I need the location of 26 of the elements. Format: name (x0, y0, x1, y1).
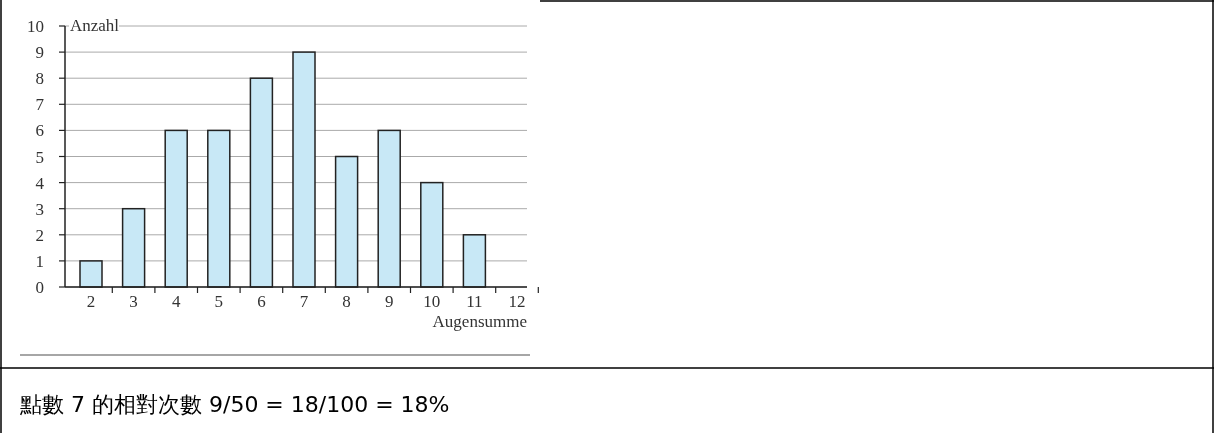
x-tick-label: 11 (466, 292, 483, 311)
text: 點數 7 的相對次數 9/50 = 18/100 = 18% (19, 392, 450, 417)
x-tick-label: 2 (86, 292, 96, 311)
x-tick-label: 9 (384, 292, 394, 311)
y-tick-label: 10 (27, 17, 44, 36)
y-tick-label: 6 (35, 121, 44, 141)
y-tick-label: 1 (35, 251, 44, 271)
x-tick-label: 12 (508, 292, 526, 311)
y-tick-label: 5 (35, 147, 44, 167)
y-tick-label: 8 (35, 69, 44, 89)
y-tick-label: 7 (35, 95, 45, 115)
x-tick-label: 8 (342, 292, 351, 311)
x-tick-label: 4 (171, 292, 181, 311)
y-axis-title: Anzahl (70, 16, 120, 35)
x-tick-label: 10 (423, 292, 441, 311)
plot: 0 12 3 4 5 6 7 8 9 10 2 3 4 5 6 7 8 9 10 11 12 Anzahl Augensumme (27, 16, 539, 331)
y-tick-label: 2 (35, 225, 44, 245)
x-tick-label: 7 (299, 292, 309, 311)
y-tick-label: 3 (35, 199, 44, 219)
x-tick-label: 5 (214, 292, 224, 311)
x-tick-label: 6 (257, 292, 266, 311)
y-tick-label: 9 (35, 43, 44, 63)
x-axis-title: Augensumme (432, 312, 527, 331)
x-tick-label: 3 (129, 292, 138, 311)
y-tick-label: 0 (35, 278, 44, 297)
y-tick-label: 4 (35, 173, 45, 193)
